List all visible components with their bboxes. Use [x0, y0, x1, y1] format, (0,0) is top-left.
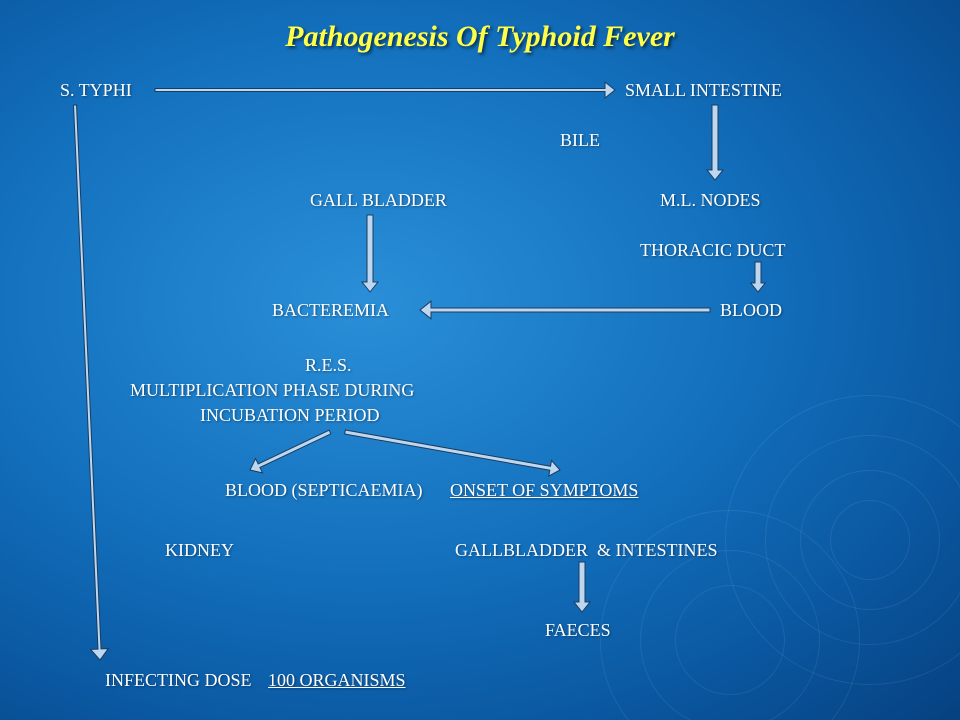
styphi-to-dose: [74, 105, 109, 660]
node-onset: ONSET OF SYMPTOMS: [450, 480, 638, 501]
node-mlnodes: M.L. NODES: [660, 190, 761, 211]
node-dose_b: 100 ORGANISMS: [268, 670, 406, 691]
node-mult2: INCUBATION PERIOD: [200, 405, 380, 426]
node-bacteremia: BACTEREMIA: [272, 300, 389, 321]
blood-to-bacteremia: [420, 301, 710, 319]
res-split-left: [250, 430, 331, 473]
node-res: R.E.S.: [305, 355, 352, 376]
node-thoracic: THORACIC DUCT: [640, 240, 786, 261]
node-styph: S. TYPHI: [60, 80, 132, 101]
styphi-to-smallintestine: [155, 82, 615, 98]
node-faeces: FAECES: [545, 620, 611, 641]
node-blood: BLOOD: [720, 300, 782, 321]
node-dose_a: INFECTING DOSE: [105, 670, 256, 691]
node-septic: BLOOD (SEPTICAEMIA): [225, 480, 427, 501]
gall-to-bacteremia: [362, 215, 378, 292]
node-small_int: SMALL INTESTINE: [625, 80, 782, 101]
node-kidney: KIDNEY: [165, 540, 234, 561]
thoracic-to-blood: [751, 262, 765, 292]
res-split-right: [345, 430, 560, 476]
node-gbi: GALLBLADDER & INTESTINES: [455, 540, 717, 561]
node-mult1: MULTIPLICATION PHASE DURING: [130, 380, 414, 401]
smallintestine-to-mlnodes: [707, 105, 723, 180]
arrow-layer: [0, 0, 960, 720]
gbi-to-faeces: [574, 562, 590, 612]
node-gall: GALL BLADDER: [310, 190, 447, 211]
node-bile: BILE: [560, 130, 600, 151]
